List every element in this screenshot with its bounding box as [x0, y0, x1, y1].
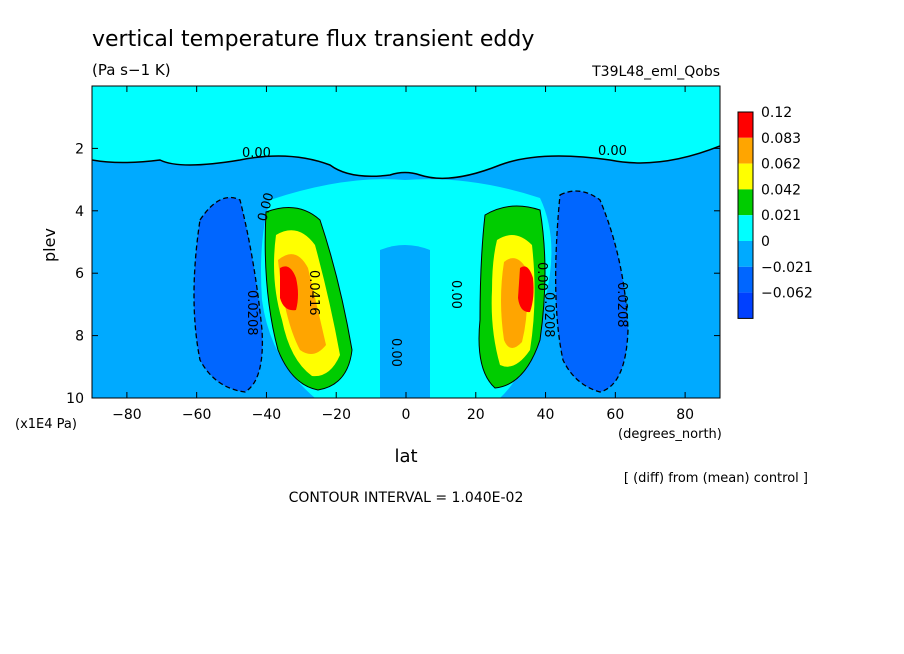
colorbar-swatch — [738, 292, 753, 319]
maximum-south — [280, 266, 298, 311]
colorbar-swatch — [738, 137, 753, 164]
chart-title: vertical temperature flux transient eddy — [92, 27, 534, 52]
x-tick-label: 60 — [606, 407, 624, 423]
y-axis-units: (x1E4 Pa) — [15, 417, 77, 432]
x-tick-label: −40 — [252, 407, 282, 423]
x-axis-ticks: −80 −60 −40 −20 0 20 40 60 80 — [112, 86, 694, 423]
maximum-north — [518, 266, 534, 313]
colorbar-level-label: 0 — [761, 234, 770, 250]
contour-label: 0.00 — [255, 191, 277, 223]
colorbar-swatch — [738, 215, 753, 241]
y-tick-label: 2 — [75, 141, 84, 157]
colorbar-swatch — [738, 189, 753, 216]
colorbar-level-label: 0.12 — [761, 105, 792, 121]
colorbar-swatch — [738, 163, 753, 190]
x-tick-label: 0 — [402, 407, 411, 423]
x-tick-label: 80 — [676, 407, 694, 423]
colorbar-frame — [737, 111, 754, 319]
contour-label: 0.00 — [388, 338, 403, 367]
x-tick-label: −60 — [182, 407, 212, 423]
negative-region-north — [555, 191, 628, 392]
colorbar-level-label: 0.062 — [761, 157, 801, 173]
colorbar-level-label: 0.083 — [761, 131, 801, 147]
colorbar-level-label: 0.021 — [761, 208, 801, 224]
colorbar-level-label: −0.021 — [761, 260, 813, 276]
colorbar-swatch — [738, 241, 753, 267]
contour-label: 0.00 — [242, 146, 271, 161]
x-axis-units: (degrees_north) — [618, 427, 722, 442]
x-tick-label: −20 — [321, 407, 351, 423]
x-tick-label: 40 — [537, 407, 555, 423]
y-axis-ticks: 2 4 6 8 10 — [66, 141, 720, 407]
chart-units: (Pa s−1 K) — [92, 61, 171, 79]
x-tick-label: −80 — [112, 407, 142, 423]
contour-label: 0.0416 — [306, 270, 321, 316]
y-tick-label: 6 — [75, 266, 84, 282]
colorbar: 0.12 0.083 0.062 0.042 0.021 0 −0.021 −0.062 — [737, 105, 813, 319]
contour-label: 0.0208 — [541, 292, 556, 338]
contour-label-layer: 0.00 0.00 0.00 0.0208 0.0416 0.00 0.00 0… — [242, 144, 629, 367]
x-tick-label: 20 — [467, 407, 485, 423]
colorbar-level-label: −0.062 — [761, 286, 813, 302]
comparison-note: [ (diff) from (mean) control ] — [624, 471, 808, 486]
colorbar-swatch — [738, 266, 753, 293]
colorbar-level-label: 0.042 — [761, 182, 801, 198]
central-column — [380, 245, 430, 398]
contour-label: 0.00 — [448, 280, 463, 309]
y-tick-label: 4 — [75, 204, 84, 220]
upper-near-zero-region — [92, 86, 720, 179]
y-tick-label: 8 — [75, 329, 84, 345]
y-tick-label: 10 — [66, 391, 84, 407]
contour-label: 0.00 — [598, 144, 627, 159]
x-axis-label: lat — [394, 446, 417, 467]
contour-label: 0.0208 — [244, 290, 259, 336]
colorbar-swatch — [738, 112, 753, 138]
y-axis-label: plev — [40, 228, 59, 262]
plot-area — [92, 86, 720, 398]
negative-region-south — [194, 197, 263, 392]
contour-interval: CONTOUR INTERVAL = 1.040E-02 — [289, 490, 524, 506]
contour-label: 0.00 — [534, 262, 549, 291]
contour-label: 0.0208 — [614, 282, 629, 328]
run-label: T39L48_eml_Qobs — [591, 64, 720, 80]
